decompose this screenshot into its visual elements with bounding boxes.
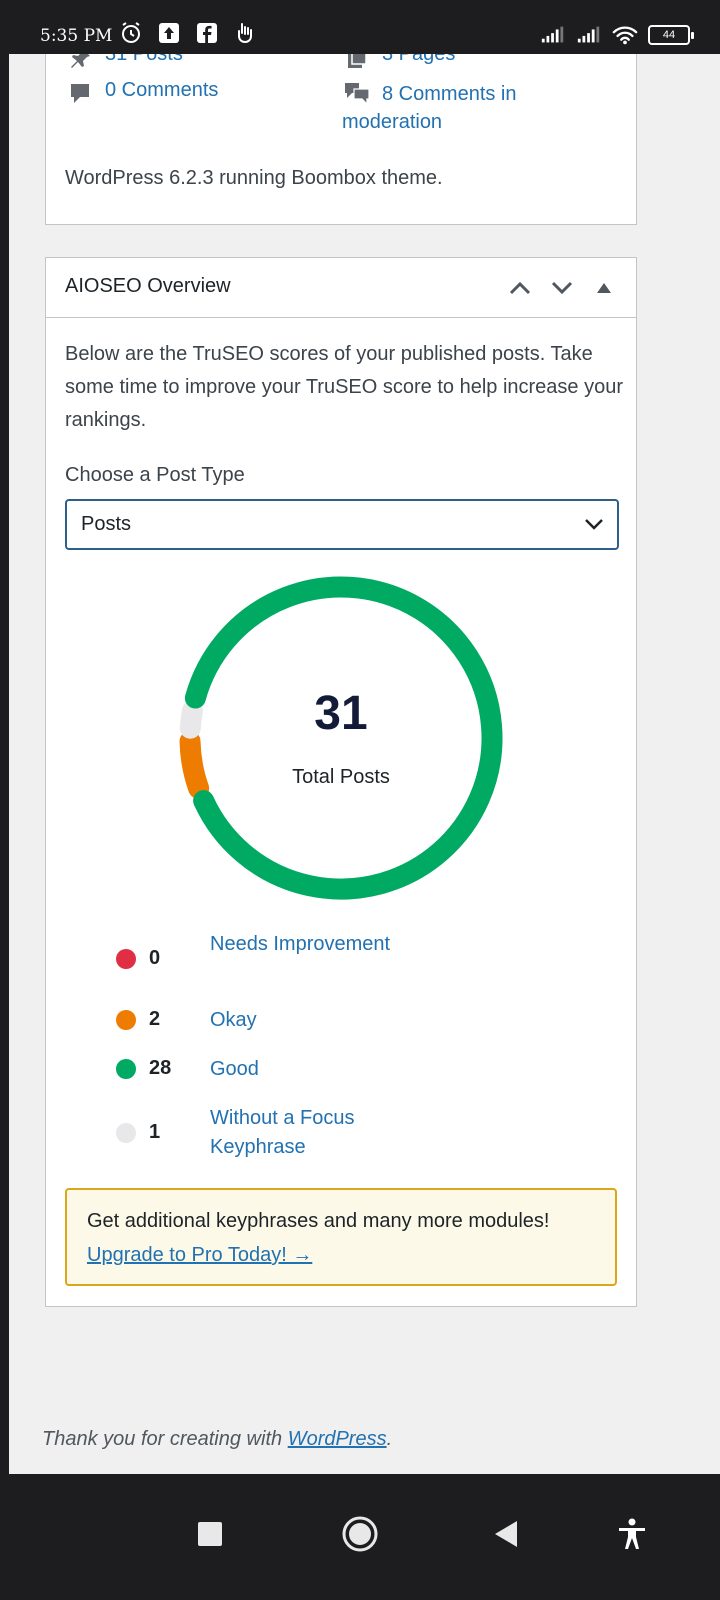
at-a-glance-panel: 31 Posts 3 Pages 0 Comments 8 Comments i… <box>45 54 637 225</box>
pin-icon <box>65 54 95 73</box>
legend-dot <box>116 1059 136 1079</box>
footer-suffix: . <box>386 1428 393 1450</box>
signal-icon <box>576 22 602 48</box>
collapse-panel-button[interactable] <box>590 272 618 304</box>
comment-icon <box>65 79 95 109</box>
legend-dot <box>116 1123 136 1143</box>
accessibility-button[interactable] <box>602 1504 662 1564</box>
pages-count-label: 3 Pages <box>382 54 456 65</box>
panel-title: AIOSEO Overview <box>65 275 231 297</box>
battery-icon: 44 <box>648 25 694 45</box>
touch-icon <box>232 20 258 46</box>
wordpress-link[interactable]: WordPress <box>287 1428 387 1450</box>
pages-count-link[interactable]: 3 Pages <box>342 54 455 73</box>
facebook-icon <box>194 20 220 46</box>
dashboard-content[interactable]: 31 Posts 3 Pages 0 Comments 8 Comments i… <box>9 54 720 1474</box>
panel-header: AIOSEO Overview <box>46 258 636 318</box>
comments-count-label: 0 Comments <box>105 79 219 101</box>
legend-count: 2 <box>149 1008 161 1030</box>
accessibility-icon <box>619 1518 645 1549</box>
upload-icon <box>156 20 182 46</box>
total-posts-count: 31 <box>314 687 368 740</box>
square-icon <box>198 1522 222 1546</box>
comments-count-link[interactable]: 0 Comments <box>65 79 218 109</box>
upgrade-notice-text: Get additional keyphrases and many more … <box>87 1210 550 1232</box>
post-type-label: Choose a Post Type <box>65 464 245 486</box>
moderation-count-link[interactable]: 8 Comments in moderation <box>342 79 517 134</box>
status-bar: 5:35 PM 44 <box>0 0 720 54</box>
legend-label-link[interactable]: Needs Improvement <box>210 933 391 955</box>
alarm-icon <box>118 20 144 46</box>
comments-icon <box>342 79 372 109</box>
screen-edge <box>0 54 9 1474</box>
donut-segment-without-a-focus-keyphrase <box>179 700 203 739</box>
post-type-select[interactable]: Posts <box>65 499 619 550</box>
total-posts-label: Total Posts <box>292 766 390 788</box>
recents-button[interactable] <box>180 1504 240 1564</box>
donut-segment-good <box>184 576 503 900</box>
donut-svg <box>179 576 503 900</box>
legend-label-link[interactable]: Without a Focus Keyphrase <box>210 1107 355 1158</box>
move-down-button[interactable] <box>548 272 576 304</box>
wordpress-version-text: WordPress 6.2.3 running Boombox theme. <box>65 167 443 189</box>
legend-label-link[interactable]: Okay <box>210 1009 257 1031</box>
back-triangle-icon <box>495 1521 517 1547</box>
home-button[interactable] <box>330 1504 390 1564</box>
moderation-line2: moderation <box>342 111 443 133</box>
posts-count-link[interactable]: 31 Posts <box>65 54 183 73</box>
admin-footer: Thank you for creating with WordPress. <box>42 1428 392 1451</box>
upgrade-notice: Get additional keyphrases and many more … <box>65 1188 617 1286</box>
aioseo-overview-panel: AIOSEO Overview Below are the TruSEO sco… <box>45 257 637 1307</box>
panel-description: Below are the TruSEO scores of your publ… <box>65 343 624 431</box>
legend-count: 1 <box>149 1121 161 1143</box>
wifi-icon <box>612 22 638 48</box>
seo-score-donut-chart: 31 Total Posts <box>171 568 511 908</box>
donut-segment-okay <box>179 730 210 799</box>
legend-label-link[interactable]: Good <box>210 1058 259 1080</box>
legend-count: 28 <box>149 1057 172 1079</box>
legend-dot <box>116 1010 136 1030</box>
chevron-down-icon <box>583 515 605 538</box>
move-up-button[interactable] <box>506 272 534 304</box>
circle-icon <box>342 1516 378 1552</box>
posts-count-label: 31 Posts <box>105 54 183 65</box>
legend-dot <box>116 949 136 969</box>
legend-count: 0 <box>149 947 161 969</box>
signal-icon <box>540 22 566 48</box>
upgrade-to-pro-link[interactable]: Upgrade to Pro Today! → <box>87 1244 313 1266</box>
footer-text: Thank you for creating with <box>42 1428 288 1450</box>
post-type-selected-value: Posts <box>81 513 132 535</box>
clock: 5:35 PM <box>40 26 113 46</box>
navigation-bar <box>0 1474 720 1600</box>
back-button[interactable] <box>476 1504 536 1564</box>
moderation-line1: 8 Comments in <box>382 82 517 105</box>
pages-icon <box>342 54 372 73</box>
